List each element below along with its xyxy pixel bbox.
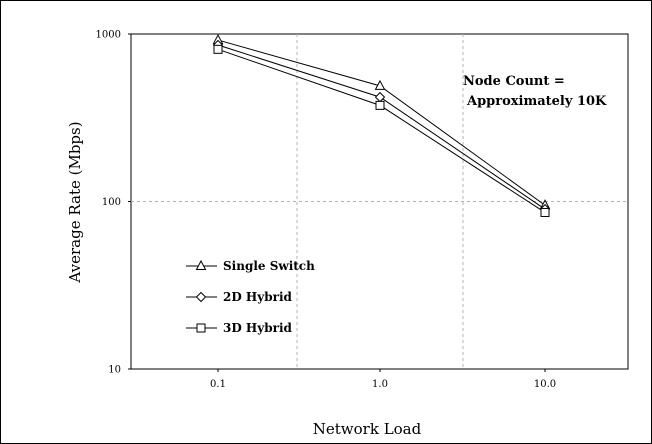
series-line-2d-hybrid: [217, 44, 546, 210]
tick-layer: 10 100 1000 0.1 1.0 10.0: [96, 30, 557, 391]
series-layer: [212, 33, 551, 217]
legend-label: 3D Hybrid: [223, 321, 293, 335]
y-tick-label: 1000: [96, 30, 121, 41]
legend-marker: [195, 259, 207, 270]
data-point-3d-hybrid: [375, 100, 385, 110]
x-tick-label: 10.0: [534, 379, 556, 390]
annotation-line: Node Count =: [463, 74, 565, 89]
y-tick-label: 100: [102, 197, 121, 208]
legend-item-single-switch: Single Switch: [186, 259, 315, 273]
legend-marker: [196, 323, 206, 333]
legend-label: 2D Hybrid: [223, 290, 293, 304]
annotation-line: Approximately 10K: [466, 94, 607, 109]
data-point-2d-hybrid: [374, 91, 386, 103]
x-tick-label: 0.1: [210, 379, 226, 390]
legend-marker: [195, 291, 207, 303]
series-3d-hybrid: [213, 44, 550, 217]
series-2d-hybrid: [212, 39, 551, 215]
data-point-single-switch: [374, 79, 386, 90]
legend-label: Single Switch: [223, 259, 315, 273]
x-axis-title: Network Load: [313, 420, 422, 438]
legend: Single Switch 2D Hybrid 3D Hybrid: [186, 259, 315, 335]
x-tick-label: 1.0: [372, 379, 388, 390]
y-tick-label: 10: [108, 365, 121, 376]
chart-annotation: Node Count = Approximately 10K: [463, 74, 607, 109]
data-point-3d-hybrid: [540, 207, 550, 217]
legend-item-2d-hybrid: 2D Hybrid: [186, 290, 293, 304]
legend-item-3d-hybrid: 3D Hybrid: [186, 321, 293, 335]
y-axis-title: Average Rate (Mbps): [66, 121, 84, 283]
data-point-3d-hybrid: [213, 44, 223, 54]
